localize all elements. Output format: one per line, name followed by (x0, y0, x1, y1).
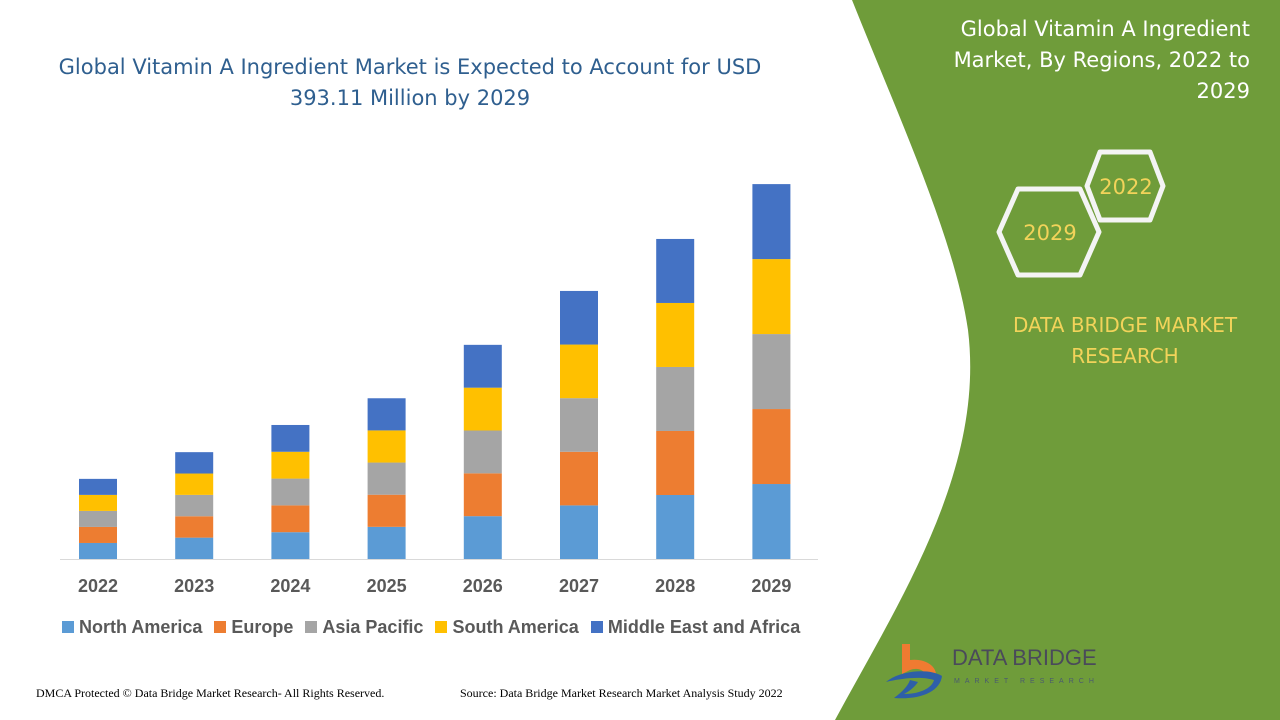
bar-2027-middle-east-and-africa (560, 290, 598, 345)
bar-2026-middle-east-and-africa (463, 344, 502, 388)
bar-2026-north-america (463, 516, 502, 559)
bar-2026-asia-pacific (463, 430, 502, 474)
x-tick-label: 2023 (174, 576, 214, 596)
legend-label: Europe (231, 617, 294, 637)
legend-label: North America (79, 617, 203, 637)
legend-label: Middle East and Africa (607, 617, 801, 637)
bar-2029-north-america (752, 484, 791, 559)
legend-item: Middle East and Africa (590, 616, 801, 638)
side-panel-title: Global Vitamin A Ingredient Market, By R… (953, 17, 1250, 103)
x-tick-label: 2024 (270, 576, 310, 596)
hex-year-start: 2022 (1099, 175, 1152, 199)
bar-2023-asia-pacific (175, 494, 214, 517)
bar-2028-south-america (656, 302, 695, 367)
bar-2023-europe (175, 516, 214, 538)
chart-title: Global Vitamin A Ingredient Market is Ex… (58, 55, 762, 110)
bar-2029-middle-east-and-africa (752, 184, 791, 260)
bar-2026-europe (463, 473, 502, 517)
hexagon-2022-icon (1084, 149, 1166, 223)
x-tick-label: 2026 (463, 576, 503, 596)
legend-label: Asia Pacific (322, 617, 424, 637)
logo-tagline: MARKET RESEARCH (954, 678, 1099, 685)
bar-2022-middle-east-and-africa (79, 478, 117, 495)
legend-swatch (214, 621, 227, 633)
bar-2022-europe (79, 526, 117, 543)
bar-2028-asia-pacific (656, 366, 695, 431)
bar-2024-asia-pacific (271, 478, 310, 506)
hex-year-end: 2029 (1023, 221, 1076, 245)
x-tick-label: 2022 (78, 576, 118, 596)
bar-2023-middle-east-and-africa (175, 452, 214, 474)
x-tick-label: 2027 (559, 576, 599, 596)
bar-2024-south-america (271, 451, 310, 479)
bar-2029-europe (752, 409, 791, 485)
bar-2025-asia-pacific (367, 462, 406, 495)
bar-2026-south-america (463, 387, 502, 431)
legend-item: North America (62, 616, 202, 638)
bar-2028-europe (656, 430, 695, 495)
bar-2029-asia-pacific (752, 334, 791, 410)
hexagon-2029-icon (996, 186, 1102, 278)
stacked-bar-chart: 2022 2023 2024 2025 2026 2027 2028 2029 (60, 184, 818, 596)
bar-2028-north-america (656, 494, 695, 559)
bar-2025-south-america (367, 430, 406, 463)
legend-swatch (590, 621, 603, 633)
bar-2025-middle-east-and-africa (367, 398, 406, 431)
bar-2025-europe (367, 494, 406, 527)
bar-2027-asia-pacific (560, 398, 598, 452)
legend-swatch (62, 621, 74, 633)
x-tick-label: 2029 (751, 576, 791, 596)
copyright-text: DMCA Protected © Data Bridge Market Rese… (36, 686, 385, 700)
legend-swatch (305, 621, 318, 633)
chart-legend: North America Europe Asia Pacific South Ame… (62, 616, 800, 638)
bar-2028-middle-east-and-africa (656, 238, 695, 303)
legend-label: South America (452, 617, 579, 637)
bar-2022-north-america (79, 542, 117, 559)
bar-2025-north-america (367, 526, 406, 559)
brand-text: DATA BRIDGE MARKET RESEARCH (1012, 313, 1238, 368)
data-bridge-logo: DATA BRIDGE MARKET RESEARCH (880, 640, 1120, 702)
bar-2022-south-america (79, 494, 117, 511)
bar-2027-europe (560, 451, 598, 506)
legend-item: Europe (214, 616, 293, 638)
logo-mark-icon (886, 644, 942, 699)
x-tick-label: 2028 (655, 576, 695, 596)
bar-2024-middle-east-and-africa (271, 424, 310, 452)
bar-2029-south-america (752, 259, 791, 335)
legend-item: Asia Pacific (305, 616, 423, 638)
legend-item: South America (435, 616, 579, 638)
bar-2024-europe (271, 505, 310, 533)
x-tick-label: 2025 (367, 576, 407, 596)
bar-2022-asia-pacific (79, 510, 117, 527)
bar-2023-south-america (175, 473, 214, 495)
green-side-panel (835, 0, 1280, 720)
bar-2024-north-america (271, 532, 310, 559)
source-text: Source: Data Bridge Market Research Mark… (460, 686, 783, 700)
bar-2023-north-america (175, 537, 214, 559)
bar-2027-south-america (560, 344, 598, 399)
legend-swatch (435, 621, 448, 633)
bar-2027-north-america (560, 505, 598, 559)
logo-name: DATA BRIDGE (952, 645, 1097, 670)
